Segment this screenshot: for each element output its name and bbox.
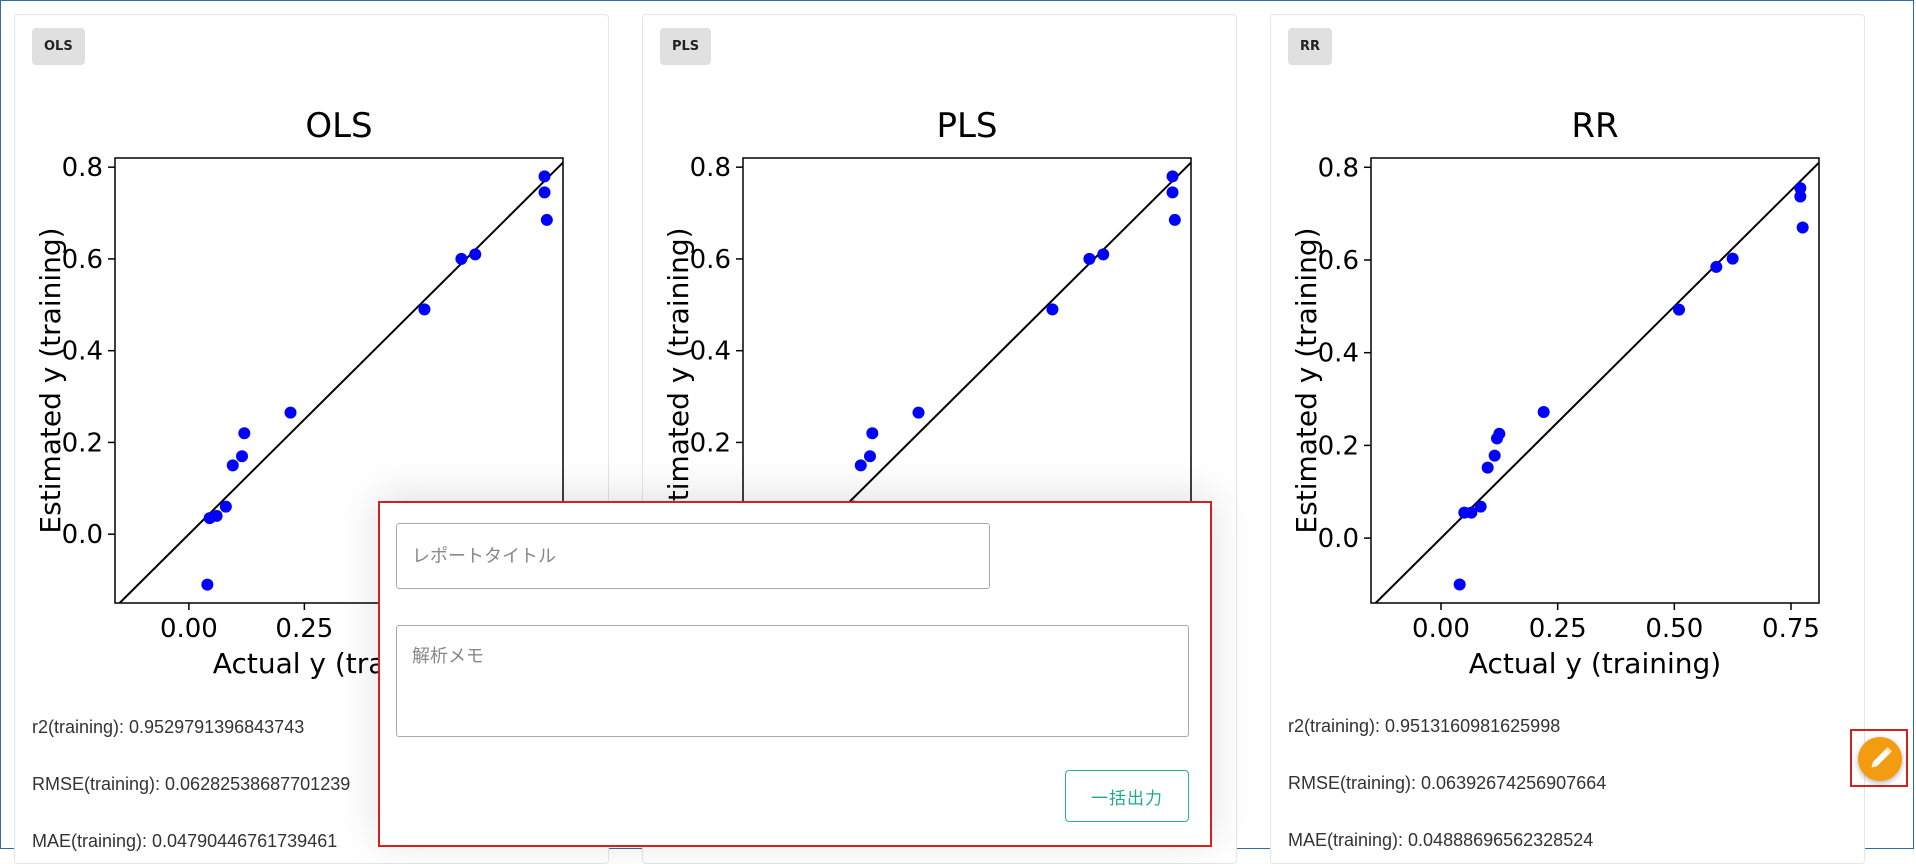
plot-frame — [1370, 157, 1820, 604]
data-point — [1481, 461, 1494, 474]
fab-highlight — [1850, 729, 1908, 787]
data-point — [912, 406, 925, 419]
y-tick-label: 0.2 — [1318, 431, 1359, 461]
data-point — [418, 303, 431, 316]
data-point — [866, 427, 879, 440]
y-tick-label: 0.0 — [62, 520, 103, 550]
metric-r2: r2(training): 0.9513160981625998 — [1288, 716, 1561, 736]
data-point — [469, 248, 482, 261]
y-axis-label: Estimated y (training) — [1290, 227, 1323, 533]
model-tag: RR — [1288, 28, 1333, 65]
data-point — [1493, 427, 1506, 440]
y-tick-label: 0.4 — [1318, 339, 1359, 369]
data-point — [1083, 252, 1096, 265]
y-tick-label: 0.8 — [62, 153, 103, 183]
y-tick-label: 0.8 — [690, 153, 731, 183]
x-tick-label: 0.00 — [160, 614, 218, 644]
identity-line — [118, 161, 564, 604]
data-point — [236, 450, 249, 463]
edit-fab-button[interactable] — [1858, 737, 1902, 781]
y-axis-label: Estimated y (training) — [662, 227, 695, 533]
model-tag: OLS — [32, 28, 85, 65]
analysis-memo-textarea[interactable] — [396, 625, 1189, 737]
data-point — [538, 170, 551, 183]
y-tick-label: 0.0 — [1318, 524, 1359, 554]
x-tick-label: 0.50 — [1645, 614, 1703, 644]
data-point — [455, 252, 468, 265]
scatter-chart-rr: RR 0.00 0.25 0.50 0.75 0.0 0.2 0.4 0.6 0.8 Actual … — [1271, 95, 1866, 695]
data-point — [1168, 213, 1181, 226]
data-point — [864, 450, 877, 463]
model-tag: PLS — [660, 28, 712, 65]
metric-rmse: RMSE(training): 0.06392674256907664 — [1288, 773, 1607, 793]
bulk-export-button[interactable]: 一括出力 — [1065, 770, 1189, 822]
pencil-icon — [1871, 746, 1893, 768]
data-point — [1474, 500, 1487, 513]
data-point — [1166, 186, 1179, 199]
x-tick-label: 0.00 — [1412, 614, 1470, 644]
data-point — [1453, 578, 1466, 591]
data-point — [201, 578, 214, 591]
y-tick-label: 0.4 — [690, 337, 731, 367]
y-axis-label: Estimated y (training) — [34, 227, 67, 533]
data-point — [1537, 406, 1550, 419]
chart-svg: RR 0.00 0.25 0.50 0.75 0.0 0.2 0.4 0.6 0.8 Actual … — [1290, 106, 1820, 680]
metric-rmse: RMSE(training): 0.06282538687701239 — [32, 774, 351, 794]
x-tick-label: 0.25 — [1529, 614, 1587, 644]
metric-mae: MAE(training): 0.04888696562328524 — [1288, 830, 1594, 850]
data-point — [1710, 260, 1723, 273]
data-point — [284, 406, 297, 419]
data-point — [1673, 303, 1685, 316]
metric-mae: MAE(training): 0.04790446761739461 — [32, 831, 338, 851]
x-tick-label: 0.75 — [1762, 614, 1820, 644]
y-tick-label: 0.6 — [62, 245, 103, 275]
y-tick-label: 0.8 — [1318, 153, 1359, 183]
identity-line — [1374, 161, 1820, 604]
data-point — [1166, 170, 1179, 183]
data-point — [1794, 182, 1807, 195]
data-point — [1488, 449, 1501, 462]
data-point — [1046, 303, 1059, 316]
chart-title: OLS — [305, 106, 372, 146]
data-point — [226, 459, 239, 472]
data-point — [238, 427, 251, 440]
y-tick-label: 0.4 — [62, 337, 103, 367]
data-point — [1465, 506, 1478, 519]
metric-r2: r2(training): 0.9529791396843743 — [32, 717, 305, 737]
y-tick-label: 0.2 — [690, 428, 731, 458]
data-point — [1097, 248, 1110, 261]
x-axis-label: Actual y (training) — [1469, 647, 1721, 680]
chart-title: RR — [1571, 106, 1618, 146]
data-point — [210, 509, 223, 522]
data-point — [540, 213, 553, 226]
model-card-rr: RR RR 0.00 0.25 0.50 0.75 0.0 0.2 0.4 0.6 0.8 Actu… — [1270, 14, 1865, 864]
data-point — [854, 459, 867, 472]
scatter-chart-ols: OLS0.000.250.500.750.00.20.40.60.8Actual… — [15, 95, 610, 695]
report-export-panel: 一括出力 — [378, 501, 1212, 847]
chart-svg: OLS0.000.250.500.750.00.20.40.60.8Actual… — [34, 106, 564, 680]
data-point — [1794, 190, 1807, 203]
x-tick-label: 0.25 — [275, 614, 333, 644]
data-point — [538, 186, 551, 199]
chart-title: PLS — [936, 106, 997, 146]
report-title-input[interactable] — [396, 523, 990, 589]
y-tick-label: 0.6 — [690, 245, 731, 275]
y-tick-label: 0.2 — [62, 428, 103, 458]
plot-frame — [114, 157, 564, 604]
data-point — [1796, 221, 1809, 234]
data-point — [219, 500, 232, 513]
y-tick-label: 0.6 — [1318, 246, 1359, 276]
data-point — [1726, 252, 1739, 265]
